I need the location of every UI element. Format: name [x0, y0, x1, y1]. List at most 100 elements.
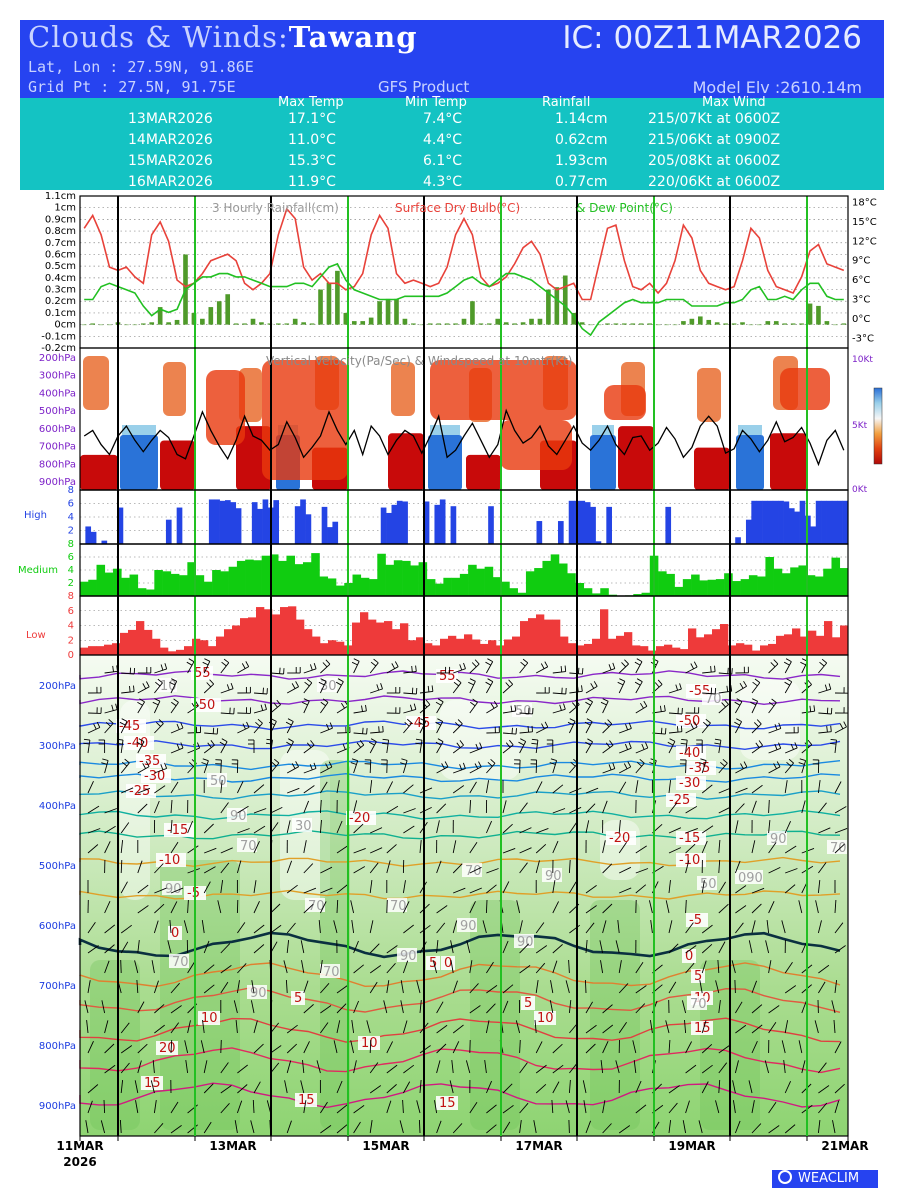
wind-barb — [204, 847, 217, 854]
wind-barb — [717, 959, 720, 974]
wind-barb — [153, 800, 160, 814]
cloud-bar — [798, 565, 808, 596]
wind-barb — [718, 859, 721, 874]
cloud-bar — [88, 646, 97, 655]
wind-barb — [436, 1043, 447, 1054]
wind-barb — [469, 866, 482, 874]
wind-barb-feather — [679, 683, 682, 690]
wind-barb-feather — [431, 685, 434, 692]
wind-barb — [600, 960, 604, 974]
wind-barb-feather — [136, 741, 143, 746]
isotherm-label: -40 — [127, 736, 148, 751]
wind-barb — [253, 1043, 264, 1054]
rain-y-tick: 0cm — [54, 320, 76, 331]
wind-barb — [187, 899, 189, 914]
wind-barb — [784, 961, 793, 974]
wind-barb — [535, 945, 548, 954]
cloud-y-tick: 2 — [68, 578, 74, 589]
isotherm-label-bg — [291, 991, 305, 1005]
wind-barb — [502, 683, 514, 694]
wind-barb — [585, 741, 593, 754]
wind-barb — [568, 1119, 570, 1134]
cloud-bar — [410, 565, 419, 596]
wind-barb — [618, 1125, 631, 1134]
wind-barb-feather — [509, 739, 514, 746]
wind-barb — [535, 860, 540, 874]
rh-label-bg — [697, 876, 717, 890]
wind-barb — [519, 1062, 528, 1074]
wind-barb — [120, 740, 124, 754]
wind-barb — [187, 845, 199, 854]
cloud-bar — [257, 508, 263, 544]
wind-barb-feather — [794, 742, 798, 749]
wind-barb — [220, 688, 234, 694]
rain-y-tick: 0.5cm — [45, 261, 76, 272]
wind-barb-feather — [675, 684, 679, 691]
wind-barb-feather — [821, 658, 827, 664]
wind-barb — [320, 1101, 328, 1114]
cloud-bar — [154, 570, 163, 596]
cloud-bar — [380, 507, 387, 544]
rh-label: 30 — [320, 679, 337, 694]
isotherm-label-bg — [436, 669, 458, 683]
wind-barb-feather — [241, 663, 246, 669]
wind-barb — [303, 863, 314, 874]
wind-barb — [618, 820, 621, 834]
rain-bar — [301, 322, 306, 325]
wind-barb — [535, 740, 539, 754]
wind-barb — [452, 863, 463, 874]
wind-barb-feather — [196, 742, 201, 749]
wind-barb — [784, 661, 792, 674]
cloud-bar — [520, 621, 529, 655]
cloud-bar — [368, 619, 377, 655]
cloud-bar — [232, 625, 241, 655]
rh-label: 90 — [770, 832, 787, 847]
rh-label: 70 — [705, 692, 722, 707]
wind-barb — [167, 940, 172, 954]
wind-barb — [403, 784, 414, 794]
cloud-bar — [304, 629, 313, 655]
wind-barb — [104, 1043, 115, 1054]
wind-barb — [552, 1081, 560, 1094]
wind-barb — [253, 924, 265, 934]
wind-barb — [751, 682, 761, 694]
wind-barb — [154, 903, 165, 914]
wind-barb — [668, 920, 673, 934]
cloud-bar — [101, 540, 108, 544]
wind-barb — [320, 866, 333, 874]
wind-barb-feather — [636, 761, 642, 767]
cloud-bar — [416, 637, 425, 655]
cloud-bar — [765, 557, 774, 596]
wind-barb-feather — [325, 763, 329, 770]
wind-barb — [635, 868, 649, 874]
isotherm-label: -35 — [139, 754, 160, 769]
wind-barb — [104, 1064, 116, 1074]
wind-barb — [565, 1100, 570, 1114]
wind-barb — [170, 982, 180, 994]
cloud-bar — [688, 628, 697, 655]
wind-barb — [735, 766, 748, 774]
wind-barb — [685, 666, 698, 674]
isotherm-label: -50 — [194, 698, 215, 713]
pressure-tick: 200hPa — [39, 681, 76, 692]
wind-barb — [286, 922, 296, 934]
wind-barb — [170, 1005, 182, 1014]
wind-barb — [635, 1003, 646, 1014]
wind-barb — [303, 800, 310, 814]
wind-barb-feather — [843, 721, 847, 728]
wind-barb — [615, 1060, 620, 1074]
cloud-bar — [451, 577, 461, 596]
cloud-bar — [776, 635, 785, 655]
wind-barb — [668, 981, 677, 994]
wind-barb — [153, 701, 161, 714]
wind-barb — [154, 863, 164, 874]
wind-barb — [220, 1085, 232, 1094]
isotherm-label: 5 — [694, 969, 702, 984]
wind-barb — [287, 787, 300, 794]
rain-bar — [216, 301, 222, 325]
wind-barb — [834, 740, 837, 754]
daily-summary-table: Max Temp Min Temp Rainfall Max Wind 13MA… — [20, 95, 884, 190]
wind-barb-feather — [676, 726, 679, 733]
wind-barb — [469, 702, 478, 714]
wind-barb — [502, 800, 507, 814]
